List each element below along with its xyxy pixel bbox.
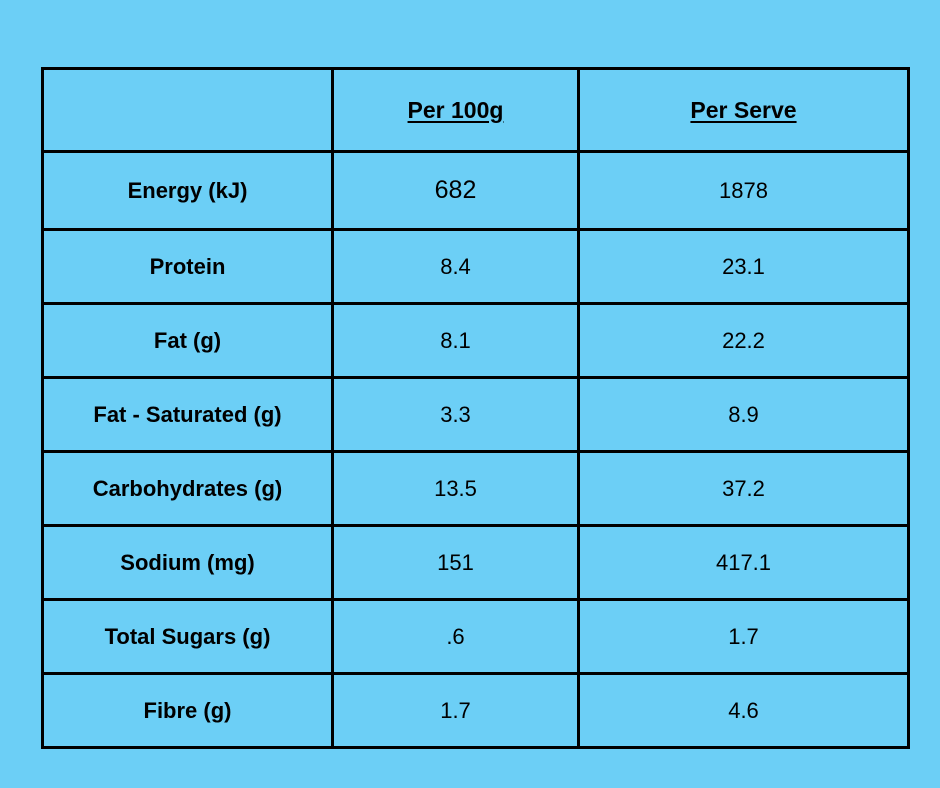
table-row: Fibre (g) 1.7 4.6 (41, 672, 910, 749)
per-serve-value: 1.7 (577, 598, 910, 675)
header-per-100g: Per 100g (331, 67, 580, 153)
table-row: Fat (g) 8.1 22.2 (41, 302, 910, 379)
per-100g-value: .6 (331, 598, 580, 675)
table-row: Energy (kJ) 682 1878 (41, 150, 910, 231)
row-label: Total Sugars (g) (41, 598, 334, 675)
per-100g-value: 8.4 (331, 228, 580, 305)
per-serve-value: 22.2 (577, 302, 910, 379)
per-serve-value: 23.1 (577, 228, 910, 305)
table-row: Carbohydrates (g) 13.5 37.2 (41, 450, 910, 527)
per-100g-value: 682 (331, 150, 580, 231)
row-label: Fat (g) (41, 302, 334, 379)
per-100g-value: 151 (331, 524, 580, 601)
table-row: Sodium (mg) 151 417.1 (41, 524, 910, 601)
header-row: Per 100g Per Serve (41, 67, 910, 153)
row-label: Fibre (g) (41, 672, 334, 749)
table-row: Total Sugars (g) .6 1.7 (41, 598, 910, 675)
per-100g-value: 3.3 (331, 376, 580, 453)
row-label: Protein (41, 228, 334, 305)
table-row: Protein 8.4 23.1 (41, 228, 910, 305)
per-100g-value: 8.1 (331, 302, 580, 379)
row-label: Sodium (mg) (41, 524, 334, 601)
per-100g-value: 13.5 (331, 450, 580, 527)
per-serve-value: 417.1 (577, 524, 910, 601)
header-empty-cell (41, 67, 334, 153)
row-label: Energy (kJ) (41, 150, 334, 231)
header-per-serve: Per Serve (577, 67, 910, 153)
table-row: Fat - Saturated (g) 3.3 8.9 (41, 376, 910, 453)
per-100g-value: 1.7 (331, 672, 580, 749)
row-label: Fat - Saturated (g) (41, 376, 334, 453)
per-serve-value: 37.2 (577, 450, 910, 527)
row-label: Carbohydrates (g) (41, 450, 334, 527)
per-serve-value: 8.9 (577, 376, 910, 453)
per-serve-value: 4.6 (577, 672, 910, 749)
per-serve-value: 1878 (577, 150, 910, 231)
nutrition-table: Per 100g Per Serve Energy (kJ) 682 1878 … (41, 67, 910, 749)
